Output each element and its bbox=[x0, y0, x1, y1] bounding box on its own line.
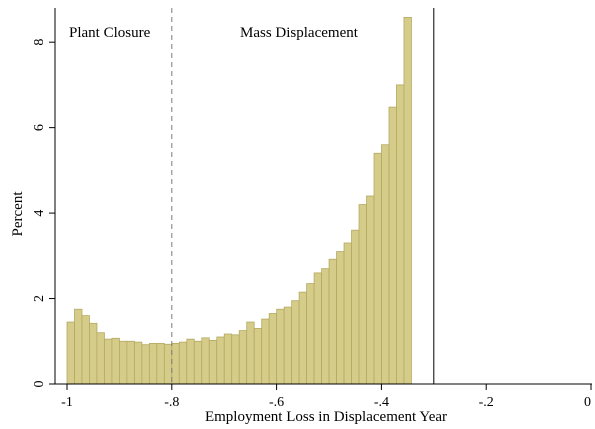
y-tick-label: 6 bbox=[32, 124, 47, 131]
histogram-bar bbox=[358, 204, 367, 385]
histogram-bar bbox=[126, 340, 135, 385]
histogram-bar bbox=[208, 340, 218, 385]
y-axis-ticks: 0 2 4 6 8 bbox=[32, 39, 55, 388]
histogram-bar bbox=[223, 333, 233, 385]
histogram-bar bbox=[104, 338, 113, 385]
y-tick-label: 8 bbox=[32, 39, 47, 46]
histogram-bars bbox=[66, 16, 412, 385]
histogram-bar bbox=[403, 16, 412, 385]
histogram-bar bbox=[276, 308, 285, 385]
histogram-bar bbox=[178, 341, 188, 385]
y-axis-title: Percent bbox=[10, 191, 26, 237]
histogram-bar bbox=[111, 337, 120, 385]
histogram-bar bbox=[343, 242, 352, 385]
histogram-bar bbox=[156, 343, 165, 385]
histogram-bar bbox=[89, 322, 98, 385]
histogram-bar bbox=[193, 340, 203, 385]
histogram-bar bbox=[306, 283, 315, 385]
histogram-bar bbox=[388, 106, 397, 385]
annotation-plant-closure: Plant Closure bbox=[69, 25, 151, 41]
histogram-bar bbox=[231, 334, 240, 385]
x-axis-ticks: -1 -.8 -.6 -.4 -.2 0 bbox=[61, 384, 592, 410]
y-tick-label: 0 bbox=[32, 381, 47, 388]
x-tick-label: -.8 bbox=[164, 395, 179, 410]
histogram-bar bbox=[171, 343, 180, 385]
histogram-bar bbox=[351, 229, 360, 385]
histogram-bar bbox=[328, 258, 337, 385]
histogram-bar bbox=[74, 308, 83, 385]
annotation-mass-displacement: Mass Displacement bbox=[240, 25, 359, 41]
histogram-bar bbox=[381, 144, 390, 385]
histogram-bar bbox=[366, 195, 375, 385]
histogram-bar bbox=[186, 338, 195, 385]
histogram-bar bbox=[291, 300, 300, 385]
histogram-bar bbox=[96, 332, 105, 385]
x-axis-title: Employment Loss in Displacement Year bbox=[205, 409, 447, 425]
histogram-bar bbox=[163, 343, 173, 385]
histogram-bar bbox=[81, 315, 90, 385]
x-tick-label: -.6 bbox=[269, 395, 284, 410]
histogram-bar bbox=[253, 328, 263, 385]
histogram-bar bbox=[66, 321, 75, 385]
histogram-bar bbox=[148, 343, 158, 385]
histogram-bar bbox=[298, 291, 308, 385]
histogram-bar bbox=[321, 268, 330, 385]
histogram-bar bbox=[119, 340, 128, 385]
y-tick-label: 4 bbox=[32, 210, 47, 217]
histogram-bar bbox=[246, 321, 255, 385]
histogram-bar bbox=[396, 84, 405, 385]
histogram-bar bbox=[238, 330, 248, 385]
histogram-bar bbox=[313, 272, 322, 385]
x-tick-label: -.4 bbox=[374, 395, 389, 410]
y-tick-label: 2 bbox=[32, 295, 47, 302]
histogram-bar bbox=[133, 341, 143, 385]
histogram-bar bbox=[261, 318, 270, 385]
histogram-bar bbox=[201, 337, 210, 385]
histogram-bar bbox=[216, 336, 225, 385]
x-tick-label: -.2 bbox=[479, 395, 494, 410]
histogram-bar bbox=[268, 313, 278, 385]
histogram-bar bbox=[141, 344, 150, 385]
x-tick-label: 0 bbox=[584, 395, 591, 410]
histogram-bar bbox=[336, 251, 345, 385]
x-tick-label: -1 bbox=[61, 395, 73, 410]
histogram-bar bbox=[373, 152, 382, 385]
histogram-bar bbox=[283, 306, 293, 385]
